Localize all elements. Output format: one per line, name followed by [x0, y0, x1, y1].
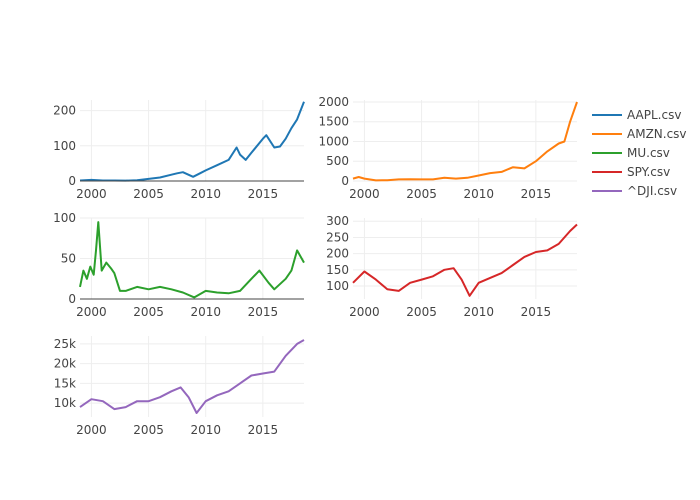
x-tick-label: 2010 — [463, 187, 494, 201]
y-tick-label: 1500 — [318, 115, 349, 129]
x-tick-label: 2005 — [133, 187, 164, 201]
y-tick-label: 100 — [53, 211, 76, 225]
x-tick-label: 2010 — [463, 305, 494, 319]
y-tick-label: 0 — [341, 174, 349, 188]
legend-label: MU.csv — [627, 146, 670, 160]
y-tick-label: 50 — [61, 252, 76, 266]
y-tick-label: 1000 — [318, 134, 349, 148]
x-tick-label: 2005 — [406, 305, 437, 319]
y-tick-label: 15k — [54, 376, 76, 390]
legend: AAPL.csv AMZN.csv MU.csv SPY.csv ^DJI.csv — [592, 108, 687, 198]
series-line-djicsv — [79, 339, 305, 414]
series-line-amzncsv — [352, 101, 578, 182]
x-tick-label: 2000 — [76, 187, 107, 201]
legend-label: ^DJI.csv — [627, 184, 677, 198]
legend-label: AMZN.csv — [627, 127, 687, 141]
subplot-2: 2000 2005 2010 2015 0 500 1000 1500 2000 — [318, 95, 578, 201]
subplot-3: 2000 2005 2010 2015 0 50 100 — [53, 211, 305, 319]
x-tick-label: 2000 — [76, 305, 107, 319]
y-tick-label: 100 — [53, 139, 76, 153]
y-tick-label: 25k — [54, 337, 76, 351]
y-tick-label: 2000 — [318, 95, 349, 109]
subplot-4: 2000 2005 2010 2015 100 150 200 250 300 — [326, 214, 578, 319]
y-tick-label: 200 — [53, 104, 76, 118]
y-tick-label: 500 — [326, 154, 349, 168]
series-line-spycsv — [352, 223, 578, 297]
y-tick-label: 300 — [326, 214, 349, 228]
legend-label: SPY.csv — [627, 165, 670, 179]
legend-label: AAPL.csv — [627, 108, 681, 122]
x-tick-label: 2010 — [190, 305, 221, 319]
y-tick-label: 200 — [326, 247, 349, 261]
x-tick-label: 2000 — [349, 305, 380, 319]
x-tick-label: 2000 — [349, 187, 380, 201]
x-tick-label: 2005 — [133, 305, 164, 319]
y-tick-label: 250 — [326, 230, 349, 244]
y-tick-label: 150 — [326, 263, 349, 277]
x-tick-label: 2005 — [406, 187, 437, 201]
series-line-mucsv — [79, 221, 305, 299]
x-tick-label: 2010 — [190, 187, 221, 201]
y-tick-label: 20k — [54, 357, 76, 371]
x-tick-label: 2015 — [248, 423, 279, 437]
x-tick-label: 2005 — [133, 423, 164, 437]
x-tick-label: 2000 — [76, 423, 107, 437]
subplot-1: 2000 2005 2010 2015 0 100 200 — [53, 100, 305, 201]
y-tick-label: 100 — [326, 279, 349, 293]
x-tick-label: 2015 — [248, 187, 279, 201]
x-tick-label: 2015 — [521, 305, 552, 319]
subplot-5: 2000 2005 2010 2015 10k 15k 20k 25k — [54, 336, 305, 437]
x-tick-label: 2015 — [248, 305, 279, 319]
y-tick-label: 0 — [68, 174, 76, 188]
series-line-aaplcsv — [79, 101, 305, 182]
x-tick-label: 2010 — [190, 423, 221, 437]
x-tick-label: 2015 — [521, 187, 552, 201]
y-tick-label: 0 — [68, 292, 76, 306]
y-tick-label: 10k — [54, 396, 76, 410]
